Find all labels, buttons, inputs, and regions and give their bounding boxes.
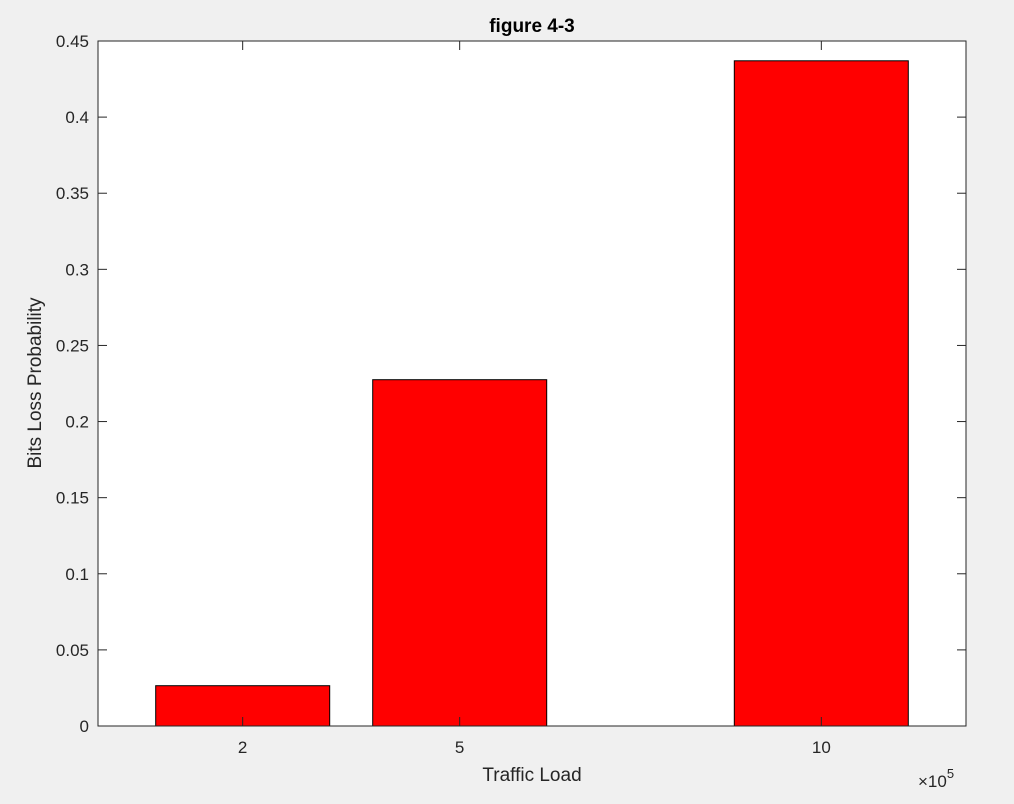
y-tick-label: 0.25 xyxy=(56,336,89,355)
x-tick-label: 10 xyxy=(812,738,831,757)
y-tick-label: 0.1 xyxy=(65,565,89,584)
plot-frame xyxy=(97,40,967,727)
x-axis-label: Traffic Load xyxy=(482,765,581,786)
y-axis-label: Bits Loss Probability xyxy=(25,297,46,469)
bar-5 xyxy=(372,379,548,727)
y-tick-label: 0.05 xyxy=(56,641,89,660)
y-tick-label: 0 xyxy=(80,717,89,736)
bar-10 xyxy=(733,60,909,727)
y-tick-label: 0.45 xyxy=(56,32,89,51)
x-tick-label: 5 xyxy=(455,738,464,757)
chart-title: figure 4-3 xyxy=(489,16,575,37)
y-tick-label: 0.4 xyxy=(65,108,89,127)
x-exponent-power: 5 xyxy=(947,766,954,781)
x-exponent-base: ×10 xyxy=(918,772,947,791)
y-ticks-group: 0 0.05 0.1 0.15 0.2 0.25 0.3 0.35 0.4 0.45 xyxy=(56,32,966,736)
y-tick-label: 0.2 xyxy=(65,413,89,432)
bars-group xyxy=(155,60,909,727)
x-tick-label: 2 xyxy=(238,738,247,757)
x-exponent-label: ×105 xyxy=(918,766,954,791)
y-tick-label: 0.35 xyxy=(56,184,89,203)
y-tick-label: 0.3 xyxy=(65,260,89,279)
y-tick-label: 0.15 xyxy=(56,489,89,508)
x-ticks-group: 2 5 10 xyxy=(238,41,831,757)
